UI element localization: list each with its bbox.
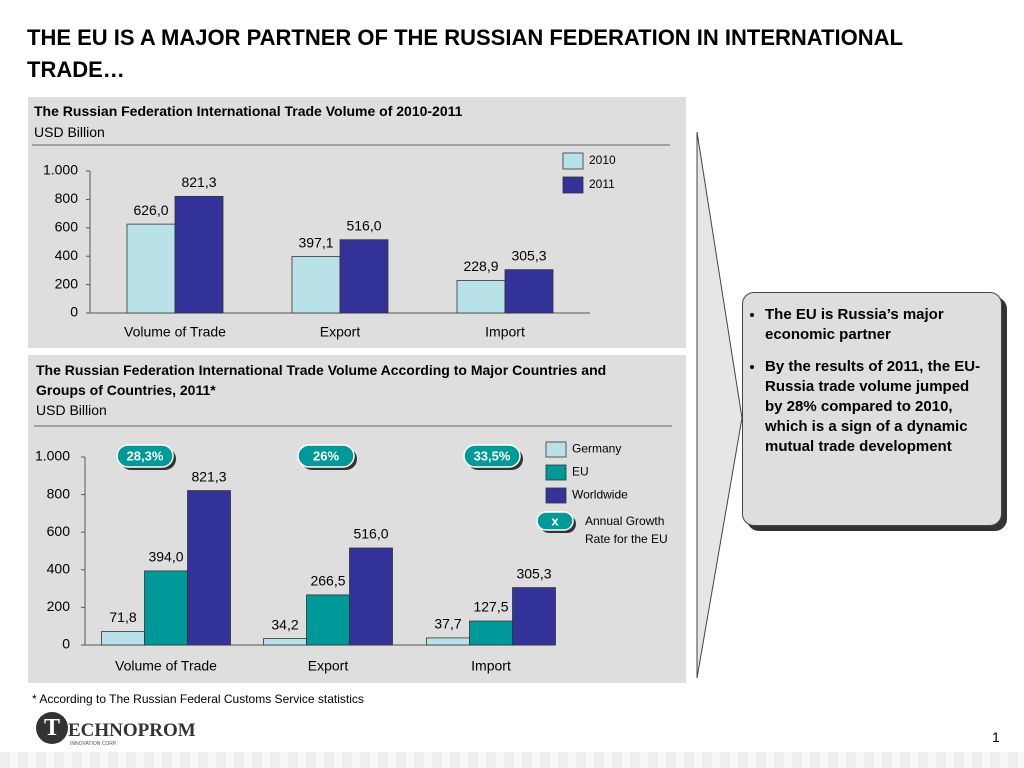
- bar: [263, 638, 307, 646]
- legend-swatch: [562, 176, 584, 194]
- data-label: 71,8: [109, 609, 136, 625]
- page-number: 1: [992, 729, 1000, 745]
- bar: [512, 587, 556, 646]
- bar: [456, 280, 506, 314]
- chart-title: The Russian Federation International Tra…: [34, 103, 463, 119]
- data-label: 305,3: [511, 247, 546, 263]
- bar: [339, 239, 389, 314]
- bar: [504, 269, 554, 314]
- x-tick-label: Import: [471, 658, 511, 674]
- growth-legend-label: Annual Growth Rate for the EU: [585, 514, 668, 546]
- growth-legend-badge: [536, 511, 574, 531]
- data-label: 127,5: [473, 599, 508, 615]
- data-label: 626,0: [133, 202, 168, 218]
- bullet-list: The EU is Russia’s major economic partne…: [743, 305, 1001, 457]
- growth-badge: [116, 444, 174, 468]
- logo-sub: INNOVATION CORP.: [70, 741, 117, 747]
- growth-legend-symbol: x: [551, 513, 559, 528]
- legend-label: EU: [572, 465, 589, 479]
- chart-title: The Russian Federation International Tra…: [36, 362, 607, 398]
- y-tick-label: 1.000: [43, 162, 78, 178]
- legend-label: 2010: [589, 153, 616, 167]
- legend-label: Worldwide: [572, 488, 628, 502]
- legend-swatch: [545, 441, 567, 458]
- chart-subtitle: USD Billion: [36, 402, 107, 418]
- data-label: 266,5: [310, 573, 345, 589]
- bar: [291, 256, 341, 314]
- data-label: 821,3: [181, 174, 216, 190]
- legend-swatch: [545, 464, 567, 481]
- y-tick-label: 200: [47, 598, 71, 614]
- y-tick-label: 1.000: [35, 448, 70, 464]
- bar: [426, 637, 470, 646]
- y-tick-label: 0: [62, 636, 70, 652]
- bar: [126, 223, 176, 314]
- x-tick-label: Volume of Trade: [124, 324, 226, 340]
- x-tick-label: Export: [308, 658, 349, 674]
- legend-label: Germany: [572, 442, 621, 456]
- y-tick-label: 400: [55, 247, 79, 263]
- x-tick-label: Export: [320, 324, 361, 340]
- data-label: 228,9: [463, 258, 498, 274]
- data-label: 37,7: [434, 616, 461, 632]
- legend-label: 2011: [589, 177, 615, 191]
- y-tick-label: 600: [55, 219, 79, 235]
- y-tick-label: 800: [55, 190, 79, 206]
- x-tick-label: Import: [485, 324, 525, 340]
- legend-swatch: [545, 487, 567, 504]
- bar: [306, 594, 350, 646]
- data-label: 516,0: [346, 217, 381, 233]
- logo-mark: T: [36, 712, 68, 744]
- growth-badge: [297, 444, 355, 468]
- bar: [349, 547, 393, 646]
- x-tick-label: Volume of Trade: [115, 658, 217, 674]
- slide-title: THE EU IS A MAJOR PARTNER OF THE RUSSIAN…: [27, 25, 903, 82]
- footer-band: [0, 752, 1024, 768]
- bar: [187, 490, 231, 646]
- y-tick-label: 400: [47, 561, 71, 577]
- bar: [101, 631, 145, 646]
- bullet: The EU is Russia’s major economic partne…: [765, 305, 987, 345]
- data-label: 394,0: [148, 549, 183, 565]
- data-label: 34,2: [271, 616, 298, 632]
- footnote: * According to The Russian Federal Custo…: [32, 692, 364, 706]
- legend-swatch: [562, 152, 584, 170]
- data-label: 305,3: [516, 565, 551, 581]
- y-tick-label: 600: [47, 523, 71, 539]
- data-label: 821,3: [191, 468, 226, 484]
- y-tick-label: 0: [70, 304, 78, 320]
- data-label: 397,1: [298, 234, 333, 250]
- chart-subtitle: USD Billion: [34, 124, 105, 140]
- growth-badge: [463, 444, 521, 468]
- bar: [469, 620, 513, 646]
- bullet: By the results of 2011, the EU-Russia tr…: [765, 357, 987, 457]
- bar: [144, 570, 188, 646]
- growth-label: 33,5%: [474, 448, 511, 463]
- logo-text: ECHNOPROM: [68, 720, 196, 741]
- chevron-arrow: [696, 131, 743, 679]
- growth-label: 28,3%: [127, 448, 164, 463]
- data-label: 516,0: [353, 526, 388, 542]
- bar: [174, 195, 224, 314]
- y-tick-label: 200: [55, 275, 79, 291]
- growth-label: 26%: [313, 448, 339, 463]
- bullet-box: The EU is Russia’s major economic partne…: [742, 292, 1002, 526]
- y-tick-label: 800: [47, 485, 71, 501]
